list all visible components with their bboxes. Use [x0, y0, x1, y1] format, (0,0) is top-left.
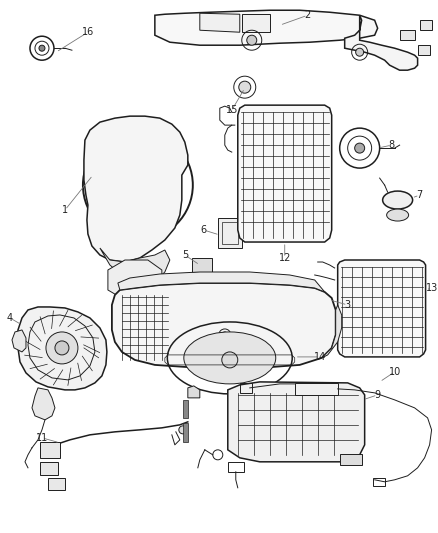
- Circle shape: [46, 332, 78, 364]
- Text: 14: 14: [314, 352, 326, 362]
- Polygon shape: [118, 272, 325, 292]
- Ellipse shape: [184, 332, 276, 384]
- Polygon shape: [32, 388, 55, 420]
- Circle shape: [356, 48, 364, 56]
- Text: 1: 1: [62, 205, 68, 215]
- Text: 5: 5: [182, 250, 188, 260]
- Text: 12: 12: [279, 253, 291, 263]
- Circle shape: [179, 426, 187, 434]
- Polygon shape: [18, 307, 107, 390]
- Text: 10: 10: [389, 367, 401, 377]
- Polygon shape: [420, 20, 431, 30]
- Polygon shape: [155, 10, 378, 45]
- Polygon shape: [417, 45, 430, 55]
- Polygon shape: [242, 14, 270, 32]
- Polygon shape: [321, 305, 342, 358]
- Text: 6: 6: [201, 225, 207, 235]
- Text: 4: 4: [7, 313, 13, 323]
- Circle shape: [222, 332, 228, 338]
- Ellipse shape: [383, 191, 413, 209]
- Text: 16: 16: [82, 27, 94, 37]
- Polygon shape: [345, 15, 417, 70]
- Polygon shape: [399, 30, 415, 40]
- Polygon shape: [112, 283, 336, 368]
- Text: 8: 8: [389, 140, 395, 150]
- Polygon shape: [228, 382, 365, 462]
- Polygon shape: [100, 248, 170, 285]
- Circle shape: [239, 81, 251, 93]
- Polygon shape: [200, 13, 240, 32]
- Polygon shape: [84, 116, 188, 262]
- Text: 11: 11: [36, 433, 48, 443]
- Text: 13: 13: [425, 283, 438, 293]
- Polygon shape: [340, 454, 362, 465]
- Polygon shape: [12, 330, 26, 352]
- Polygon shape: [188, 386, 200, 398]
- Polygon shape: [338, 260, 426, 357]
- Ellipse shape: [387, 209, 409, 221]
- Text: 3: 3: [345, 300, 351, 310]
- Polygon shape: [183, 400, 188, 418]
- Polygon shape: [40, 442, 60, 458]
- Polygon shape: [48, 478, 65, 490]
- Circle shape: [247, 35, 257, 45]
- Circle shape: [222, 352, 238, 368]
- Polygon shape: [108, 260, 162, 300]
- Text: 7: 7: [417, 190, 423, 200]
- Polygon shape: [192, 258, 212, 272]
- Circle shape: [355, 143, 365, 153]
- Polygon shape: [218, 218, 242, 248]
- Polygon shape: [183, 423, 188, 442]
- Polygon shape: [295, 383, 338, 395]
- Text: 15: 15: [226, 105, 238, 115]
- Polygon shape: [238, 105, 332, 242]
- Circle shape: [39, 45, 45, 51]
- Text: 2: 2: [304, 10, 311, 20]
- Circle shape: [55, 341, 69, 355]
- Text: 9: 9: [374, 390, 381, 400]
- Polygon shape: [40, 462, 58, 475]
